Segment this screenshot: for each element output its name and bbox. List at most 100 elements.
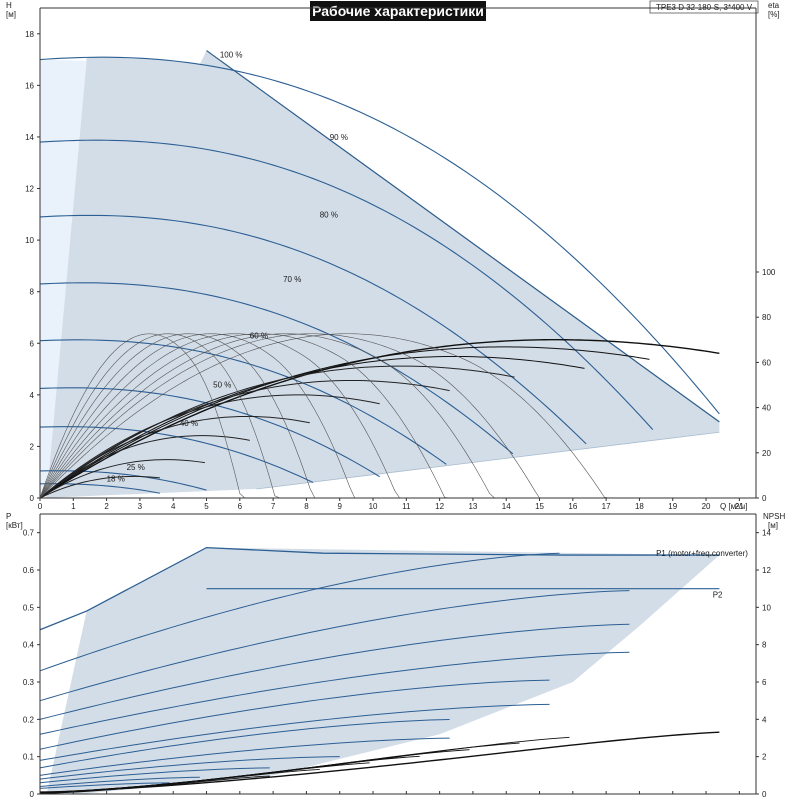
eta-curve-8: [39, 459, 205, 499]
bottom-y2tick-label: 12: [762, 566, 771, 575]
speed-curve-70: [39, 282, 514, 455]
speed-label-6: 40 %: [180, 419, 198, 428]
speed-label-3: 70 %: [283, 275, 301, 284]
speed-label-4: 60 %: [250, 332, 268, 341]
bottom-ytick-label: 0.3: [23, 678, 35, 687]
bottom-y2tick-label: 14: [762, 529, 771, 538]
power-curve-5: [39, 703, 550, 761]
top-xtick-label: 0: [38, 502, 43, 511]
eta-curve-4: [39, 379, 450, 499]
top-ytick-label: 6: [30, 339, 35, 348]
top-xtick-label: 19: [668, 502, 677, 511]
top-ytick-label: 10: [25, 236, 34, 245]
top-y2label-line2: [%]: [768, 10, 780, 19]
eta-curve-9: [39, 475, 160, 499]
power-curve-4: [39, 679, 550, 750]
power-curve-10: [39, 776, 200, 788]
top-xtick-label: 2: [104, 502, 109, 511]
p1-curve: [39, 546, 720, 631]
bottom-ylabel-line2: [кВт]: [6, 521, 23, 530]
top-ytick-label: 18: [25, 30, 34, 39]
top-y2tick-label: 100: [762, 268, 776, 277]
speed-label-8: 18 %: [107, 475, 125, 484]
top-plot: 100 %90 %80 %70 %60 %50 %40 %25 %18 %0 1 2…: [25, 7, 776, 511]
bottom-y2tick-label: 6: [762, 678, 767, 687]
eta-thin-curve-8: [39, 333, 640, 499]
top-xtick-label: 20: [702, 502, 711, 511]
power-curve-11: [39, 782, 170, 789]
top-ytick-label: 16: [25, 81, 34, 90]
top-xtick-label: 15: [535, 502, 544, 511]
power-curve-7: [39, 737, 450, 776]
top-xtick-label: 18: [635, 502, 644, 511]
speed-curve-90: [39, 139, 654, 431]
top-xtick-label: 8: [304, 502, 309, 511]
title-box: [310, 1, 486, 21]
top-xtick-label: 14: [502, 502, 511, 511]
top-y2tick-label: 80: [762, 313, 771, 322]
top-xtick-label: 11: [402, 502, 411, 511]
top-y2tick-label: 60: [762, 358, 771, 367]
eta-thin-curve-3: [39, 333, 370, 499]
eta-thin-curve-4: [39, 333, 420, 499]
bottom-ytick-label: 0.1: [23, 753, 35, 762]
bottom-ylabel-line1: P: [6, 512, 11, 521]
speed-label-5: 50 %: [213, 381, 231, 390]
power-curve-9: [39, 767, 270, 784]
power-region: [46, 547, 720, 794]
operating-region: [43, 50, 720, 499]
eta-curve-3: [39, 365, 515, 499]
power-curve-3: [39, 651, 630, 735]
top-xtick-label: 10: [369, 502, 378, 511]
bottom-y2tick-label: 8: [762, 641, 767, 650]
eta-thin-curve-7: [39, 333, 570, 499]
speed-label-7: 25 %: [127, 463, 145, 472]
top-xtick-label: 13: [468, 502, 477, 511]
speed-curve-25: [39, 470, 207, 491]
bottom-y2label-line1: NPSH: [763, 512, 785, 521]
eta-thin-curve-6: [39, 333, 520, 499]
speed-curve-100: [39, 56, 720, 415]
top-xtick-label: 7: [271, 502, 276, 511]
power-curve-1: [39, 590, 630, 702]
top-xlabel: Q [м³/ч]: [720, 502, 747, 511]
bottom-ytick-label: 0.6: [23, 566, 35, 575]
speed-label-1: 90 %: [330, 133, 348, 142]
power-curve-8: [39, 756, 340, 780]
top-ytick-label: 8: [30, 288, 35, 297]
speed-curve-80: [39, 214, 587, 445]
bottom-y2tick-label: 10: [762, 603, 771, 612]
top-xtick-label: 9: [337, 502, 342, 511]
top-xtick-label: 3: [138, 502, 143, 511]
eta-thin-curve-2: [39, 333, 330, 499]
bottom-plot: P1 (motor+freq.converter) P2 0 0.1 0.2 0.3 0.4…: [23, 513, 771, 799]
top-xtick-label: 21: [735, 502, 744, 511]
eta-curve-7: [39, 435, 250, 499]
top-xtick-label: 6: [238, 502, 243, 511]
eta-thin-curve-1: [39, 333, 290, 499]
eta-thin-curve-5: [39, 333, 470, 499]
power-curve-2: [39, 623, 630, 720]
bottom-ytick-label: 0.5: [23, 603, 35, 612]
eta-curve-6: [39, 415, 310, 499]
bottom-y2tick-label: 4: [762, 715, 767, 724]
bottom-y2label-line2: [м]: [768, 521, 778, 530]
top-y2tick-label: 0: [762, 494, 767, 503]
speed-label-0: 100 %: [220, 50, 243, 59]
bottom-ytick-label: 0.4: [23, 641, 35, 650]
bottom-ytick-label: 0: [30, 790, 35, 799]
power-curve-6: [39, 718, 450, 769]
speed-curve-60: [39, 339, 447, 465]
top-xtick-label: 17: [602, 502, 611, 511]
top-y2tick-label: 20: [762, 449, 771, 458]
top-y2tick-label: 40: [762, 404, 771, 413]
p2-label: P2: [713, 590, 723, 599]
top-xtick-label: 1: [71, 502, 76, 511]
top-ytick-label: 2: [30, 442, 35, 451]
top-ytick-label: 4: [30, 391, 35, 400]
bottom-ytick-label: 0.2: [23, 715, 35, 724]
p1-label: P1 (motor+freq.converter): [656, 549, 748, 558]
eta-curve-5: [39, 394, 380, 499]
